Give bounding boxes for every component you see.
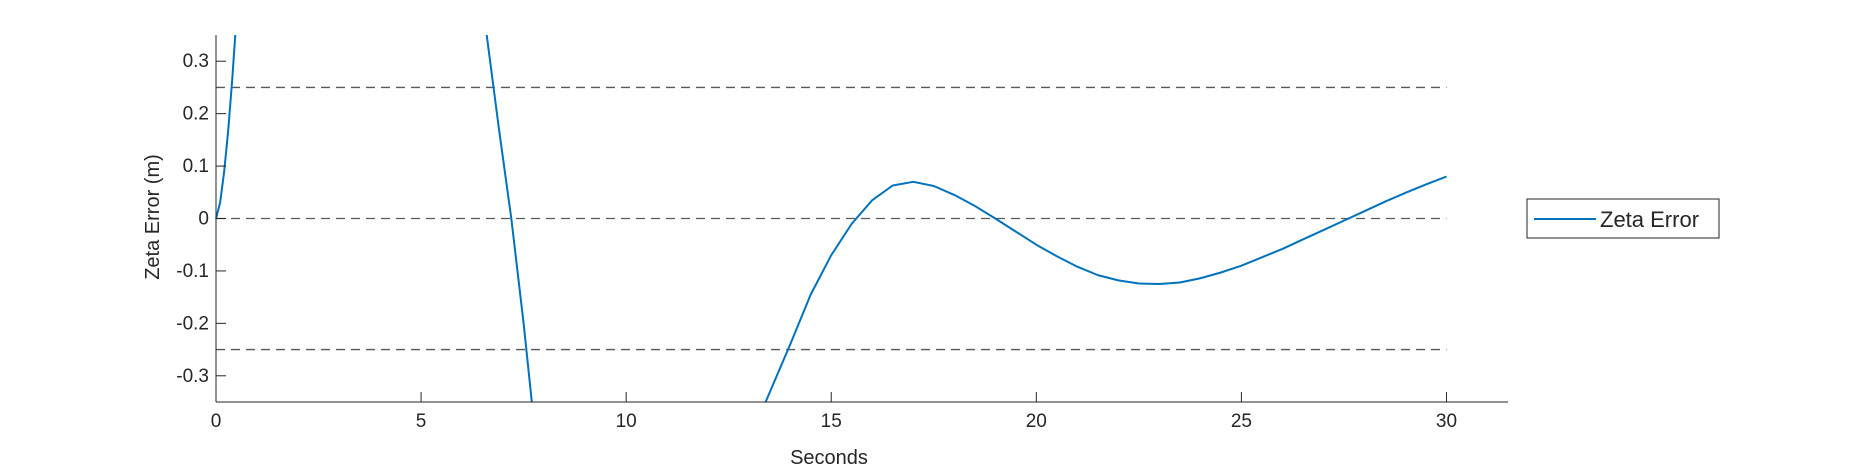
legend: Zeta Error: [1526, 198, 1720, 239]
x-tick-label: 25: [1231, 411, 1252, 432]
x-ticks: 0 5 10 15 20 25 30: [211, 392, 1457, 432]
y-tick-label: 0: [198, 209, 209, 230]
y-tick-label: -0.1: [176, 261, 209, 282]
series-line-segment: [215, 34, 237, 219]
series-line-segment: [485, 34, 533, 403]
x-tick-label: 0: [211, 411, 222, 432]
series-layer: [215, 34, 1447, 403]
y-tick-label: 0.3: [183, 51, 209, 72]
x-tick-label: 5: [416, 411, 427, 432]
x-tick-label: 20: [1026, 411, 1047, 432]
series-line-segment: [764, 175, 1447, 403]
legend-label-zeta-error: Zeta Error: [1600, 207, 1699, 232]
y-tick-label: 0.2: [183, 104, 209, 125]
y-tick-label: -0.2: [176, 313, 209, 334]
x-tick-label: 10: [616, 411, 637, 432]
x-tick-label: 15: [821, 411, 842, 432]
y-ticks: 0.3 0.2 0.1 0 -0.1 -0.2 -0.3: [176, 51, 226, 387]
y-tick-label: 0.1: [183, 156, 209, 177]
x-axis-title: Seconds: [790, 447, 868, 469]
x-tick-label: 30: [1436, 411, 1457, 432]
y-tick-label: -0.3: [176, 366, 209, 387]
reference-lines: [216, 86, 1447, 351]
y-axis-title: Zeta Error (m): [142, 154, 164, 280]
